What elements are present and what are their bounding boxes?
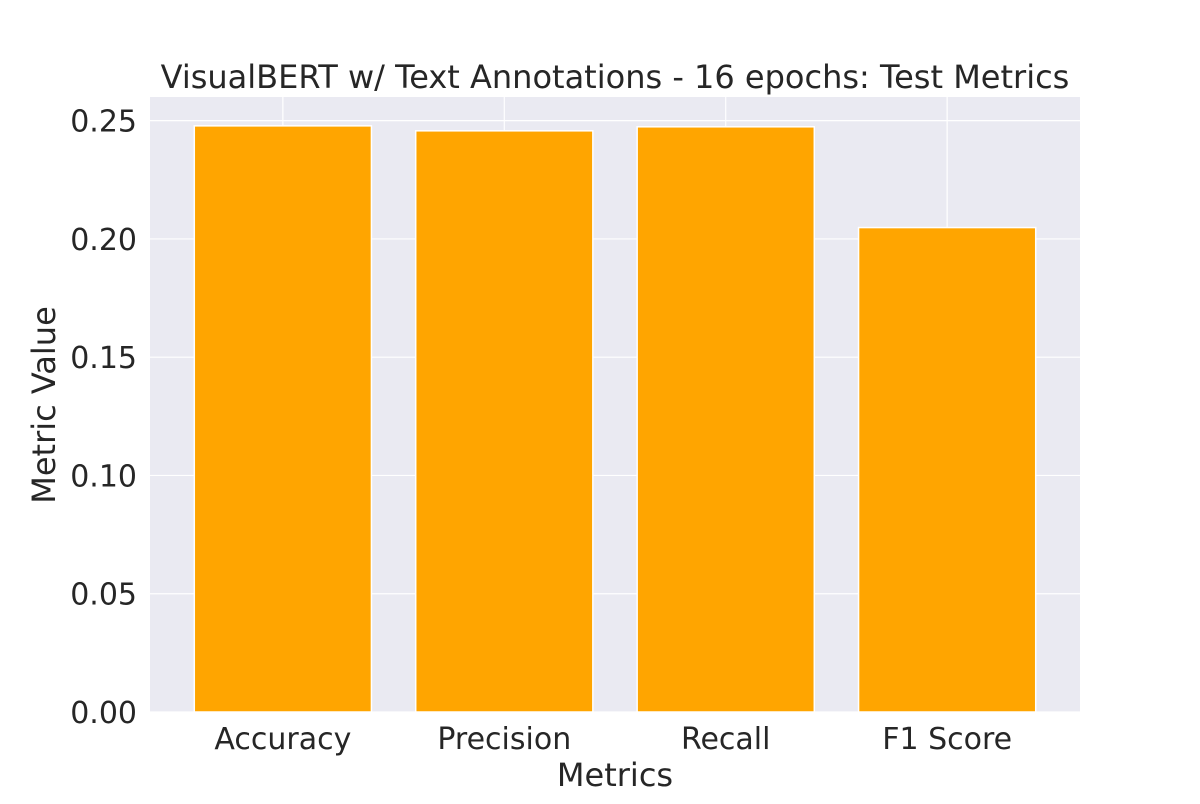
bar-f1-score <box>857 226 1037 713</box>
y-tick-labels: 0.00 0.05 0.10 0.15 0.20 0.25 <box>70 105 137 731</box>
bar-accuracy <box>193 125 373 713</box>
y-tick-label: 0.25 <box>70 105 137 140</box>
y-tick-label: 0.05 <box>70 578 137 613</box>
chart-title: VisualBERT w/ Text Annotations - 16 epoc… <box>161 58 1070 96</box>
x-tick-label: Precision <box>437 722 571 757</box>
x-tick-label: F1 Score <box>882 722 1012 757</box>
x-tick-label: Accuracy <box>214 722 351 757</box>
x-tick-labels: Accuracy Precision Recall F1 Score <box>214 722 1012 757</box>
bar-precision <box>414 130 594 713</box>
y-tick-label: 0.10 <box>70 459 137 494</box>
y-tick-label: 0.15 <box>70 341 137 376</box>
x-axis-label: Metrics <box>557 756 673 794</box>
bar-recall <box>636 126 816 713</box>
y-tick-label: 0.20 <box>70 223 137 258</box>
bars <box>193 125 1037 713</box>
y-axis-label: Metric Value <box>25 306 63 504</box>
y-tick-label: 0.00 <box>70 696 137 731</box>
x-tick-label: Recall <box>681 722 771 757</box>
